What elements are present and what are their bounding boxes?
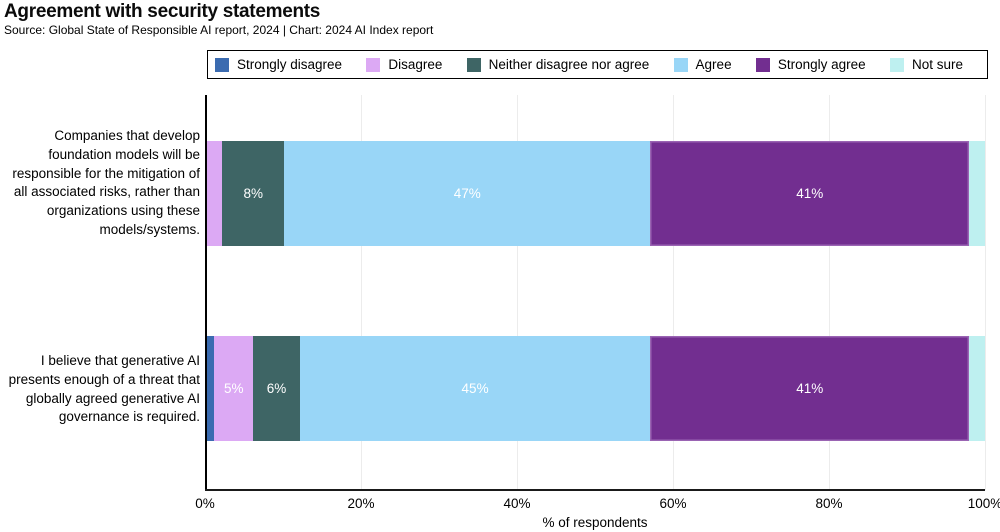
stacked-bar-row-1: 8% 47% 41%	[206, 141, 986, 246]
plot-area: 8% 47% 41% 5% 6% 45% 41%	[205, 95, 986, 491]
bar-segment-neither-disagree-nor-agree: 8%	[222, 141, 285, 246]
bar-segment-not-sure	[969, 336, 985, 441]
x-tick-label-80: 80%	[815, 496, 843, 511]
bar-segment-neither-disagree-nor-agree: 6%	[253, 336, 300, 441]
legend-item-agree: Agree	[673, 57, 732, 72]
legend-label: Not sure	[911, 57, 963, 72]
bar-segment-disagree	[206, 141, 223, 246]
stacked-bar-row-2: 5% 6% 45% 41%	[206, 336, 986, 441]
bar-segment-agree: 47%	[284, 141, 651, 246]
gridline-100	[984, 95, 986, 490]
legend: Strongly disagree Disagree Neither disagre…	[207, 50, 988, 79]
x-tick-label-20: 20%	[347, 496, 375, 511]
x-axis-line	[205, 489, 985, 491]
legend-item-disagree: Disagree	[366, 57, 442, 72]
legend-item-strongly-disagree: Strongly disagree	[215, 57, 342, 72]
category-label-generative-ai: I believe that generative AI presents en…	[8, 353, 200, 425]
x-axis-title: % of respondents	[542, 515, 648, 530]
bar-value-label: 41%	[796, 381, 824, 396]
legend-item-not-sure: Not sure	[889, 57, 963, 72]
legend-swatch-icon	[366, 57, 381, 72]
y-axis-line	[205, 95, 207, 490]
legend-label: Strongly disagree	[237, 57, 343, 72]
bar-value-label: 47%	[453, 186, 481, 201]
legend-label: Agree	[695, 57, 732, 72]
bar-segment-strongly-disagree	[206, 336, 215, 441]
x-tick-label-0: 0%	[195, 496, 215, 511]
x-tick-label-60: 60%	[659, 496, 687, 511]
bar-segment-strongly-agree: 41%	[650, 336, 970, 441]
legend-label: Disagree	[388, 57, 443, 72]
category-label-foundation-models: Companies that develop foundation models…	[12, 128, 200, 237]
legend-swatch-icon	[215, 57, 229, 72]
legend-swatch-icon	[889, 57, 904, 72]
x-tick-label-40: 40%	[503, 496, 531, 511]
bar-value-label: 41%	[796, 186, 824, 201]
legend-swatch-icon	[466, 57, 481, 72]
x-tick-label-100: 100%	[967, 496, 1000, 511]
bar-segment-strongly-agree: 41%	[650, 141, 970, 246]
chart-title: Agreement with security statements	[4, 1, 321, 22]
bar-segment-agree: 45%	[299, 336, 651, 441]
legend-swatch-icon	[673, 57, 688, 72]
legend-item-neither-disagree-nor-agree: Neither disagree nor agree	[466, 57, 650, 72]
bar-value-label: 5%	[223, 381, 244, 396]
bar-value-label: 45%	[461, 381, 489, 396]
bar-value-label: 6%	[266, 381, 287, 396]
chart-source-line: Source: Global State of Responsible AI r…	[4, 23, 434, 37]
legend-label: Neither disagree nor agree	[488, 57, 650, 72]
gridline-40	[516, 95, 518, 490]
legend-swatch-icon	[755, 57, 770, 72]
legend-item-strongly-agree: Strongly agree	[755, 57, 866, 72]
bar-segment-disagree: 5%	[214, 336, 254, 441]
bar-value-label: 8%	[243, 186, 263, 201]
gridline-80	[828, 95, 830, 490]
bar-segment-not-sure	[969, 141, 985, 246]
gridline-60	[672, 95, 674, 490]
gridline-20	[360, 95, 362, 490]
legend-label: Strongly agree	[777, 57, 866, 72]
